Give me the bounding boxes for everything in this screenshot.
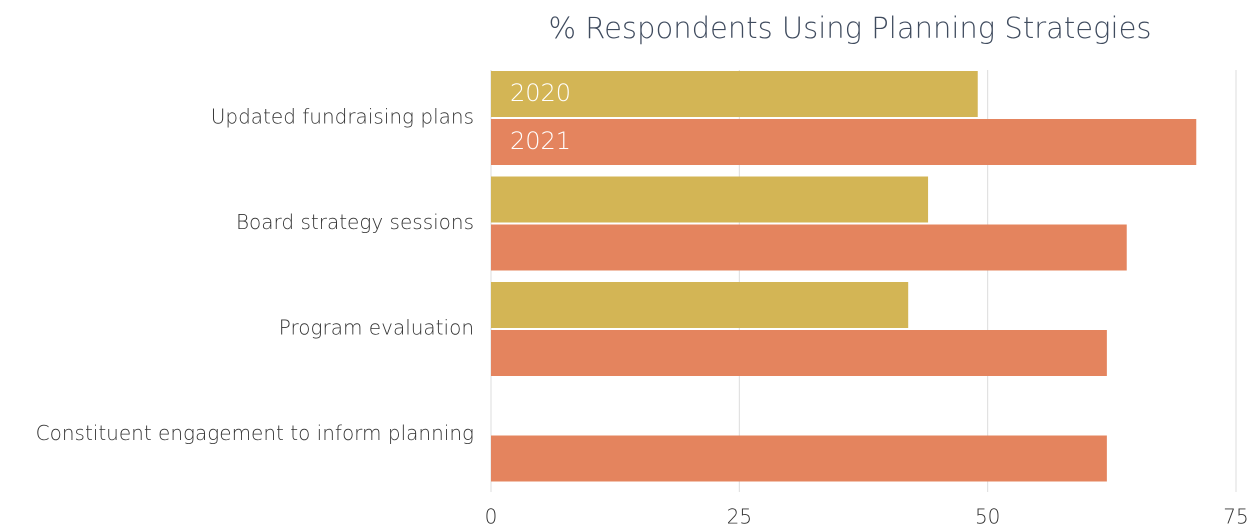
y-tick-label: Board strategy sessions <box>236 210 474 234</box>
bar <box>491 176 929 223</box>
bar <box>491 435 1107 482</box>
y-tick-label: Program evaluation <box>279 316 474 340</box>
x-tick-label: 25 <box>727 505 752 529</box>
x-tick-label: 50 <box>975 505 1000 529</box>
chart-title: % Respondents Using Planning Strategies <box>548 11 1151 45</box>
bar <box>491 330 1107 376</box>
bar <box>491 282 909 328</box>
x-tick-label: 75 <box>1223 505 1248 529</box>
x-tick-label: 0 <box>485 505 498 529</box>
legend-label: 2021 <box>510 127 571 155</box>
bar <box>491 71 978 117</box>
bar <box>491 224 1127 271</box>
y-tick-label: Updated fundraising plans <box>211 105 474 129</box>
y-tick-label: Constituent engagement to inform plannin… <box>36 421 474 445</box>
bar <box>491 119 1197 165</box>
legend-label: 2020 <box>510 79 571 107</box>
